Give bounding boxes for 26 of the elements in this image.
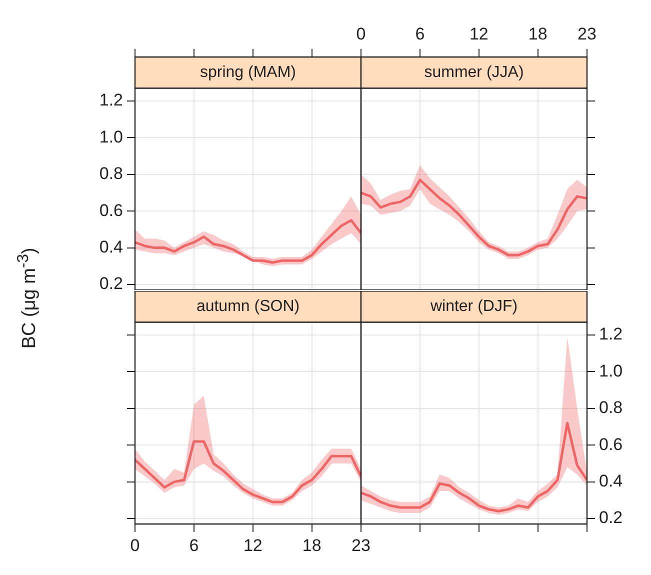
chart-title: spring (MAM) — [200, 64, 296, 82]
y-tick-label: 1.0 — [99, 127, 123, 146]
x-tick-label: 23 — [578, 24, 596, 44]
y-tick-label: 0.4 — [99, 237, 123, 256]
x-tick-label: 12 — [243, 536, 262, 555]
y-tick-label: 1.2 — [99, 90, 123, 110]
x-tick-label: 0 — [356, 24, 366, 44]
y-tick-label: 0.8 — [599, 398, 623, 418]
y-tick-label: 0.4 — [599, 471, 623, 490]
x-tick-label: 18 — [528, 24, 548, 44]
x-tick-label: 0 — [130, 536, 140, 555]
chart-title: summer (JJA) — [424, 64, 524, 82]
x-tick-label: 18 — [302, 536, 322, 555]
x-tick-label: 12 — [469, 24, 488, 44]
y-tick-label: 1.0 — [599, 361, 623, 380]
y-tick-label: 0.2 — [599, 508, 623, 528]
x-tick-label: 23 — [352, 536, 370, 555]
y-tick-label: 0.6 — [99, 200, 123, 220]
chart-title: autumn (SON) — [196, 298, 300, 316]
y-tick-label: 0.2 — [99, 274, 123, 294]
x-tick-label: 6 — [415, 24, 425, 44]
y-tick-label: 1.2 — [599, 324, 623, 344]
chart-title: winter (DJF) — [429, 298, 518, 316]
y-tick-label: 0.8 — [99, 164, 123, 184]
y-tick-label: 0.6 — [599, 434, 623, 454]
x-tick-label: 6 — [189, 536, 199, 555]
